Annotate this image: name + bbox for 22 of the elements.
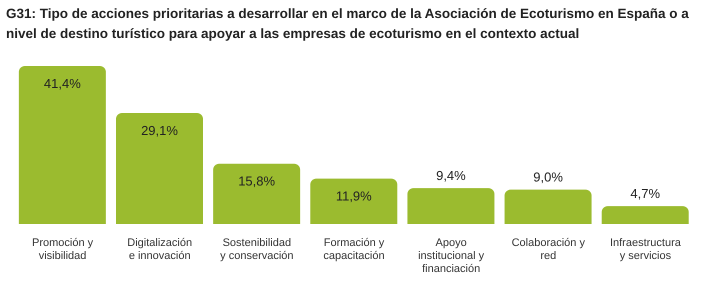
data-label: 41,4% (44, 76, 82, 91)
bar (407, 188, 494, 224)
data-label: 29,1% (141, 122, 178, 138)
bar (310, 178, 398, 224)
data-label: 4,7% (630, 186, 660, 202)
x-tick-label: Infraestructura y servicios (610, 237, 682, 262)
bar (602, 206, 689, 224)
x-tick-label: Digitalización e innovación (127, 237, 192, 262)
data-label: 11,9% (336, 188, 372, 204)
bar (18, 66, 106, 224)
x-tick-label: Promoción y visibilidad (32, 237, 94, 262)
data-label: 9,0% (533, 170, 564, 185)
x-tick-label: Colaboración y red (512, 237, 586, 262)
data-label: 9,4% (436, 168, 466, 184)
bar (213, 164, 300, 224)
data-label: 15,8% (238, 174, 276, 189)
bar (504, 190, 592, 224)
x-tick-label: Sostenibilidad y conservación (220, 237, 294, 262)
chart-title: G31: Tipo de acciones prioritarias a desarrollar en el marco de la Asociación de Ecoturismo en España o a nivel de destino turístico para apoyar a las empresas de ecoturismo en el contexto actual (5, 5, 690, 43)
x-tick-label: Formación y capacitación (323, 237, 385, 262)
x-tick-label: Apoyo institucional y financiación (418, 237, 485, 275)
bar (116, 112, 203, 224)
